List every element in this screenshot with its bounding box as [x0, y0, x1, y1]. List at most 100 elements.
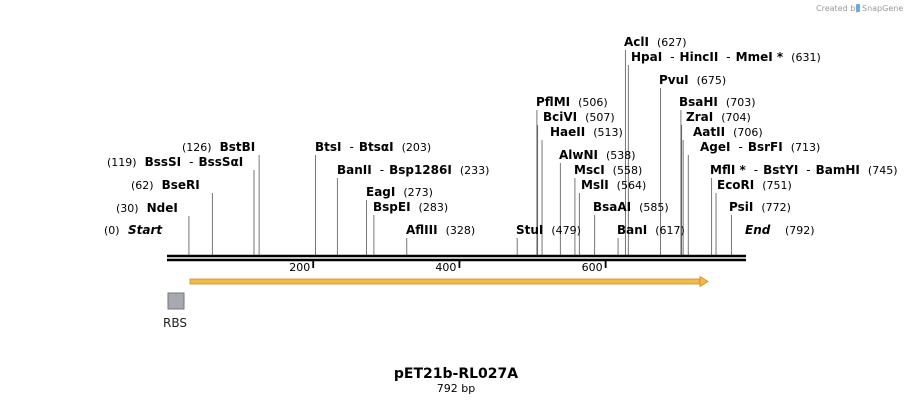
site-pos-afl: (328)	[446, 224, 476, 237]
site-label-bani[interactable]: BanI (617)	[617, 223, 685, 237]
enzyme-name-bsaa-0: BsaAI	[593, 200, 631, 214]
enzyme-name-zra-0: ZraI	[686, 110, 713, 124]
site-pos-aat: (706)	[733, 126, 763, 139]
enzyme-name-bts-0: BtsI	[315, 140, 342, 154]
site-pos-hpa: (631)	[791, 51, 821, 64]
enzyme-name-bts-1: BtsαI	[359, 140, 394, 154]
site-pos-bts: (203)	[402, 141, 432, 154]
site-pos-pvu: (675)	[697, 74, 727, 87]
site-pos-bse: (62)	[131, 179, 154, 192]
axis-tick-label-600: 600	[582, 261, 603, 274]
rbs-feature-label: RBS	[163, 316, 187, 330]
site-pos-age: (713)	[791, 141, 821, 154]
site-pos-ban2: (233)	[460, 164, 490, 177]
start-pos: (0)	[104, 224, 120, 237]
enzyme-name-bsp-0: BspEI	[373, 200, 411, 214]
site-pos-msl: (564)	[617, 179, 647, 192]
site-pos-bci: (507)	[585, 111, 615, 124]
site-pos-zra: (704)	[721, 111, 751, 124]
enzyme-name-mfl-1: BstYI	[763, 163, 798, 177]
site-label-mfl[interactable]: MflI * - BstYI - BamHI (745)	[710, 163, 898, 177]
site-label-alw[interactable]: AlwNI (538)	[559, 148, 636, 162]
site-pos-alw: (538)	[606, 149, 636, 162]
orf-arrow[interactable]	[189, 278, 701, 285]
site-label-bst[interactable]: (126) BstBI	[182, 140, 255, 154]
site-label-stu[interactable]: StuI (479)	[516, 223, 581, 237]
site-sep-bts: -	[350, 140, 354, 154]
site-label-eco[interactable]: EcoRI (751)	[717, 178, 792, 192]
site-pos-eag: (273)	[403, 186, 433, 199]
site-sep-ban2: -	[380, 163, 384, 177]
orf-arrow-head[interactable]	[699, 275, 709, 288]
site-pos-psi: (772)	[761, 201, 791, 214]
site-pos-bst: (126)	[182, 141, 212, 154]
site-label-pfl[interactable]: PflMI (506)	[536, 95, 608, 109]
enzyme-name-hpa-0: HpaI	[631, 50, 662, 64]
enzyme-name-mfl-0: MflI *	[710, 163, 746, 177]
rbs-feature-box[interactable]	[167, 292, 185, 310]
enzyme-name-ban2-0: BanII	[337, 163, 372, 177]
enzyme-name-age-0: AgeI	[700, 140, 730, 154]
site-pos-eco: (751)	[762, 179, 792, 192]
site-lines	[188, 50, 732, 255]
enzyme-name-msc-0: MscI	[574, 163, 605, 177]
site-label-ban2[interactable]: BanII - Bsp1286I (233)	[337, 163, 489, 177]
enzyme-name-age-1: BsrFI	[748, 140, 783, 154]
site-sep-hpa: -	[670, 50, 674, 64]
enzyme-name-eag-0: EagI	[366, 185, 395, 199]
enzyme-name-ban2-1: Bsp1286I	[389, 163, 452, 177]
site-pos-bani: (617)	[655, 224, 685, 237]
enzyme-name-bss-0: BssSI	[145, 155, 182, 169]
site-labels: (30) NdeI(62) BseRI(119) BssSI - BssSαI(126) B…	[107, 35, 898, 237]
site-pos-bsah: (703)	[726, 96, 756, 109]
start-label: Start	[128, 223, 163, 237]
site-label-msl[interactable]: MslI (564)	[581, 178, 646, 192]
axis-tick-label-400: 400	[435, 261, 456, 274]
site-sep-hpa: -	[726, 50, 730, 64]
enzyme-name-afl-0: AflIII	[406, 223, 438, 237]
enzyme-name-eco-0: EcoRI	[717, 178, 754, 192]
site-pos-stu: (479)	[551, 224, 581, 237]
site-pos-pfl: (506)	[578, 96, 608, 109]
enzyme-name-nde-0: NdeI	[147, 201, 178, 215]
plasmid-size: 792 bp	[437, 382, 475, 395]
enzyme-name-aat-0: AatII	[693, 125, 725, 139]
site-label-bts[interactable]: BtsI - BtsαI (203)	[315, 140, 431, 154]
enzyme-name-bss-1: BssSαI	[198, 155, 243, 169]
site-label-aat[interactable]: AatII (706)	[693, 125, 763, 139]
enzyme-name-pfl-0: PflMI	[536, 95, 570, 109]
site-label-bse[interactable]: (62) BseRI	[131, 178, 200, 192]
credit-brand: SnapGene	[862, 4, 903, 13]
site-label-hpa[interactable]: HpaI - HincII - MmeI * (631)	[631, 50, 821, 64]
site-label-pvu[interactable]: PvuI (675)	[659, 73, 726, 87]
site-label-zra[interactable]: ZraI (704)	[686, 110, 751, 124]
enzyme-name-msl-0: MslI	[581, 178, 609, 192]
credit-prefix: Created by	[816, 4, 860, 13]
site-label-msc[interactable]: MscI (558)	[574, 163, 642, 177]
site-label-bsp[interactable]: BspEI (283)	[373, 200, 448, 214]
end-pos: (792)	[785, 224, 815, 237]
site-label-nde[interactable]: (30) NdeI	[116, 201, 178, 215]
site-sep-bss: -	[189, 155, 193, 169]
end-label: End	[745, 223, 771, 237]
site-label-acl[interactable]: AclI (627)	[624, 35, 687, 49]
site-pos-hae: (513)	[593, 126, 623, 139]
site-label-age[interactable]: AgeI - BsrFI (713)	[700, 140, 820, 154]
enzyme-name-acl-0: AclI	[624, 35, 649, 49]
axis-ticks: 200 400 600	[289, 260, 607, 274]
site-label-psi[interactable]: PsiI (772)	[729, 200, 791, 214]
enzyme-name-bsah-0: BsaHI	[679, 95, 718, 109]
site-label-bci[interactable]: BciVI (507)	[543, 110, 615, 124]
site-label-hae[interactable]: HaeII (513)	[550, 125, 623, 139]
axis-tick-label-200: 200	[289, 261, 310, 274]
site-pos-nde: (30)	[116, 202, 139, 215]
snapgene-logo-icon	[856, 4, 860, 12]
site-label-bsaa[interactable]: BsaAI (585)	[593, 200, 669, 214]
enzyme-name-stu-0: StuI	[516, 223, 543, 237]
site-label-bss[interactable]: (119) BssSI - BssSαI	[107, 155, 243, 169]
site-pos-bss: (119)	[107, 156, 137, 169]
site-label-bsah[interactable]: BsaHI (703)	[679, 95, 756, 109]
site-label-eag[interactable]: EagI (273)	[366, 185, 433, 199]
site-label-afl[interactable]: AflIII (328)	[406, 223, 475, 237]
